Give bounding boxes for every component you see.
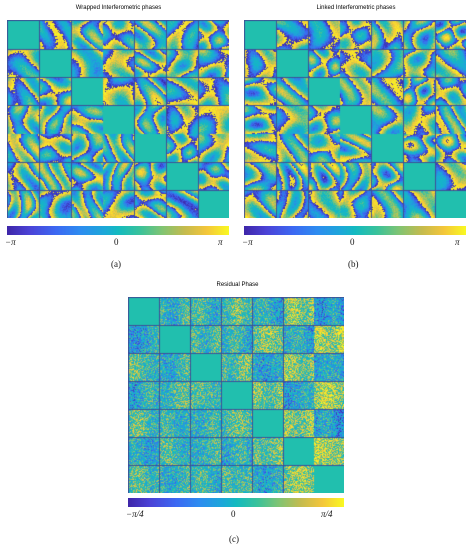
panel-c-title: Residual Phase <box>120 282 355 288</box>
panel-a-scale-max: π <box>218 237 223 247</box>
panel-c-caption: (c) <box>229 534 239 544</box>
panel-c-scale-min: −π/4 <box>126 509 144 519</box>
panel-a-title: Wrapped Interferometric phases <box>8 5 229 11</box>
panel-c-phase-matrix <box>128 297 344 493</box>
panel-c-scale-mid: 0 <box>231 509 236 519</box>
panel-c-colorbar <box>128 498 344 507</box>
panel-b-scale-mid: 0 <box>350 237 355 247</box>
panel-c-phase-image <box>128 297 344 493</box>
panel-c: Residual Phase −π/4 0 π/4 (c) <box>120 280 355 550</box>
panel-b-caption: (b) <box>348 259 359 269</box>
panel-c-scale-max: π/4 <box>321 509 333 519</box>
panel-b: Linked Interferometric phases −π 0 π (b) <box>237 0 475 275</box>
panel-a-caption: (a) <box>111 259 121 269</box>
panel-b-phase-matrix <box>244 20 466 218</box>
panel-b-scale-max: π <box>455 237 460 247</box>
panel-b-colorbar <box>244 226 466 235</box>
panel-a-phase-image <box>7 20 229 218</box>
panel-a-scale-mid: 0 <box>114 237 119 247</box>
panel-a: Wrapped Interferometric phases −π 0 π (a… <box>0 0 237 275</box>
panel-a-colorbar <box>7 226 229 235</box>
panel-a-scale-min: −π <box>5 237 16 247</box>
panel-b-scale-min: −π <box>242 237 253 247</box>
panel-a-phase-matrix <box>7 20 229 218</box>
panel-b-phase-image <box>244 20 466 218</box>
panel-b-title: Linked Interferometric phases <box>245 5 467 11</box>
